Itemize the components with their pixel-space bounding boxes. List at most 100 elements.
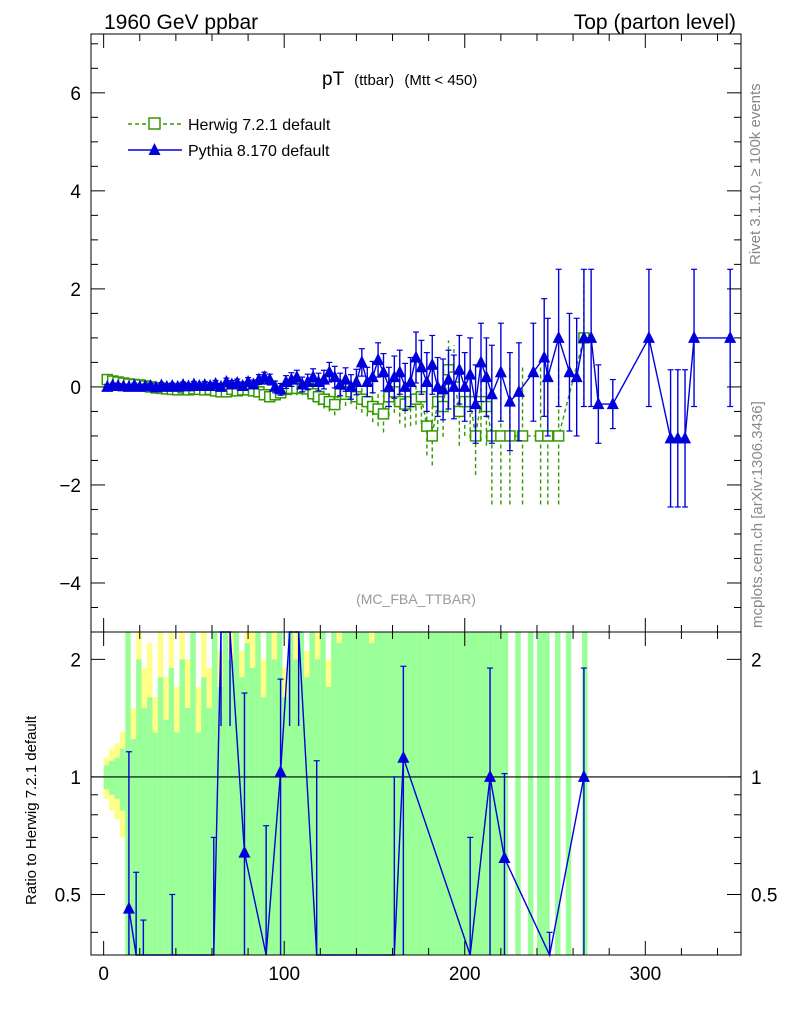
pythia-ratio-point — [577, 769, 590, 782]
ratio-green-band — [527, 632, 534, 955]
ratio-green-band — [406, 632, 413, 955]
ratio-green-band — [136, 659, 142, 955]
ratio-green-band — [374, 632, 380, 955]
pythia-data-point — [236, 378, 249, 391]
herwig-data-point — [552, 430, 565, 442]
ratio-panel: 0.5 0.5 1 1 2 2 0 100 200 300 Ratio to Herwig 7.… — [23, 631, 777, 985]
mcplots-reference-label: mcplots.cern.ch [arXiv:1306.3436] — [749, 401, 766, 628]
ratio-green-band — [347, 632, 353, 955]
pythia-data-point — [585, 330, 598, 343]
ratio-green-band — [195, 732, 202, 955]
pythia-data-point — [480, 370, 493, 383]
ratio-green-band — [174, 732, 180, 955]
pythia-data-point — [404, 375, 417, 388]
ratio-green-band — [555, 632, 561, 955]
pythia-data-point — [447, 379, 460, 392]
pythia-ratio-point — [122, 901, 135, 914]
ratio-y-tick-label-right: 0.5 — [751, 886, 777, 907]
pythia-data-point — [415, 360, 428, 373]
herwig-data-point — [377, 408, 390, 420]
ratio-y-tick-label-left: 0.5 — [55, 886, 81, 907]
ratio-green-band — [293, 659, 299, 955]
ratio-green-band — [314, 659, 321, 955]
ratio-green-band — [455, 632, 462, 955]
ratio-green-band — [477, 632, 483, 955]
legend-entry-herwig: Herwig 7.2.1 default — [128, 117, 331, 134]
ratio-x-tick-label: 200 — [449, 964, 481, 985]
pythia-data-point — [503, 394, 516, 407]
pythia-data-point — [475, 355, 487, 368]
pythia-data-point — [453, 362, 466, 375]
herwig-data-point — [453, 405, 466, 418]
main-y-tick-label: 0 — [70, 378, 81, 399]
ratio-green-band — [109, 760, 115, 795]
main-x-axis-ticks — [103, 34, 719, 632]
main-plot-content — [101, 268, 737, 508]
ratio-green-band — [390, 632, 397, 955]
ratio-green-band — [179, 659, 185, 955]
pythia-data-point — [552, 330, 565, 343]
pythia-data-point — [688, 330, 701, 343]
analysis-watermark: (MC_FBA_TTBAR) — [356, 591, 476, 607]
pythia-data-point — [642, 330, 655, 343]
main-y-tick-label: −2 — [59, 476, 81, 497]
main-y-tick-label: 2 — [70, 280, 81, 301]
pythia-data-point — [355, 355, 368, 368]
ratio-green-band — [233, 632, 240, 955]
ratio-green-band — [141, 708, 147, 955]
ratio-green-band — [298, 632, 305, 955]
ratio-green-band — [119, 748, 126, 811]
pythia-data-point — [350, 375, 363, 388]
pythia-data-point — [485, 387, 498, 400]
legend: Herwig 7.2.1 default Pythia 8.170 defaul… — [128, 117, 331, 160]
ratio-green-band — [466, 632, 472, 955]
pythia-data-point — [426, 357, 439, 370]
ratio-green-band — [542, 632, 550, 955]
pythia-data-point — [442, 372, 455, 385]
ratio-green-band — [146, 697, 153, 955]
main-y-axis: −4 −2 0 2 4 6 — [59, 43, 741, 633]
legend-herwig-label: Herwig 7.2.1 default — [188, 117, 331, 134]
ratio-green-band — [282, 697, 288, 955]
plot-title: pT (ttbar) (Mtt < 450) — [322, 69, 477, 90]
pythia-ratio-point — [498, 851, 511, 864]
ratio-y-axis-label: Ratio to Herwig 7.2.1 default — [23, 715, 40, 905]
ratio-green-band — [320, 632, 326, 955]
plot-title-sub: (ttbar) — [354, 72, 394, 89]
ratio-green-band — [504, 632, 509, 955]
ratio-green-band — [450, 632, 456, 955]
ratio-green-band — [184, 708, 191, 955]
pythia-data-point — [420, 375, 433, 388]
ratio-green-band — [244, 643, 250, 955]
pythia-data-point — [563, 365, 576, 378]
ratio-green-band — [217, 686, 223, 955]
ratio-y-axis: 0.5 0.5 1 1 2 2 — [55, 650, 777, 933]
herwig-data-point — [329, 398, 341, 411]
pythia-data-point — [570, 370, 583, 383]
pythia-ratio-point — [397, 750, 410, 763]
main-y-tick-label: −4 — [59, 574, 81, 595]
ratio-green-band — [582, 632, 588, 955]
ratio-green-band — [385, 632, 391, 955]
ratio-green-band — [461, 632, 467, 955]
ratio-green-band — [428, 632, 435, 955]
ratio-green-band — [471, 632, 478, 955]
header-right-title: Top (parton level) — [574, 11, 736, 34]
ratio-green-band — [271, 659, 277, 955]
pythia-data-point — [527, 365, 540, 378]
ratio-x-tick-label: 100 — [268, 964, 300, 985]
ratio-green-band — [363, 632, 370, 955]
ratio-green-band — [331, 632, 337, 955]
ratio-green-band — [125, 632, 131, 955]
ratio-green-band — [482, 632, 489, 955]
pythia-data-point — [512, 384, 525, 397]
ratio-green-band — [157, 677, 164, 955]
ratio-green-band — [423, 632, 429, 955]
ratio-green-band — [228, 659, 234, 955]
ratio-y-tick-label-left: 1 — [70, 768, 81, 789]
pythia-data-point — [372, 352, 385, 365]
ratio-green-band — [336, 643, 342, 955]
pythia-data-point — [679, 431, 692, 444]
ratio-x-tick-label: 0 — [98, 964, 109, 985]
